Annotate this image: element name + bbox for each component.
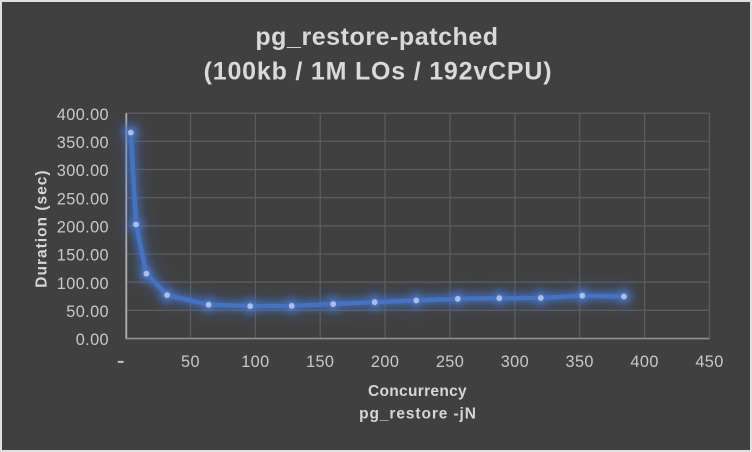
svg-text:100.00: 100.00 bbox=[57, 275, 109, 293]
svg-text:300.00: 300.00 bbox=[57, 162, 109, 180]
svg-text:200: 200 bbox=[371, 353, 399, 371]
svg-text:(100kb / 1M LOs / 192vCPU): (100kb / 1M LOs / 192vCPU) bbox=[204, 58, 553, 86]
svg-text:200.00: 200.00 bbox=[57, 219, 109, 237]
svg-text:100: 100 bbox=[241, 353, 269, 371]
svg-text:150: 150 bbox=[306, 353, 334, 371]
svg-text:350.00: 350.00 bbox=[57, 134, 109, 152]
svg-text:50: 50 bbox=[181, 353, 200, 371]
svg-text:Duration (sec): Duration (sec) bbox=[34, 169, 51, 287]
svg-text:0.00: 0.00 bbox=[76, 331, 109, 349]
svg-text:450: 450 bbox=[695, 353, 723, 371]
svg-text:Concurrency: Concurrency bbox=[368, 383, 467, 400]
svg-text:250: 250 bbox=[436, 353, 464, 371]
svg-text:pg_restore-patched: pg_restore-patched bbox=[255, 23, 498, 51]
svg-text:50.00: 50.00 bbox=[66, 303, 109, 321]
svg-text:250.00: 250.00 bbox=[57, 190, 109, 208]
svg-text:300: 300 bbox=[501, 353, 529, 371]
svg-text:pg_restore -jN: pg_restore -jN bbox=[359, 405, 477, 422]
svg-text:150.00: 150.00 bbox=[57, 247, 109, 265]
svg-text:350: 350 bbox=[566, 353, 594, 371]
svg-text:400.00: 400.00 bbox=[57, 106, 109, 124]
svg-text:400: 400 bbox=[630, 353, 658, 371]
